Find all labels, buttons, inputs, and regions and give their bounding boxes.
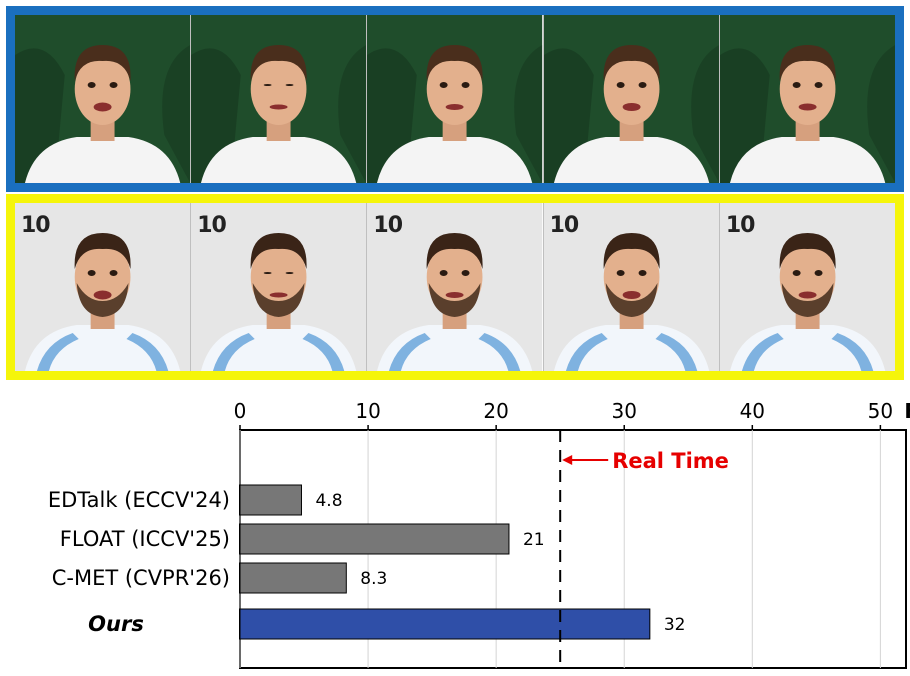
x-tick-label: 10 [355, 399, 380, 423]
bar [239, 608, 651, 640]
portrait-image [15, 15, 191, 183]
x-tick-label: 50 [868, 399, 893, 423]
portrait-image [719, 203, 895, 371]
bottom-strip-frame: 10 [719, 203, 895, 371]
bottom-strip-frame: 10 [367, 203, 544, 371]
top-strip-frame [719, 15, 895, 183]
category-label: Ours [88, 612, 144, 636]
x-axis-label: FPS [904, 399, 910, 423]
bottom-strip-frame: 10 [15, 203, 192, 371]
top-frame-strip [6, 6, 904, 192]
bottom-frame-strip: 10 10 10 10 10 [6, 194, 904, 380]
portrait-image [367, 203, 543, 371]
top-strip-frame [15, 15, 192, 183]
jersey-number: 10 [725, 213, 756, 238]
portrait-image [15, 203, 191, 371]
portrait-image [543, 15, 719, 183]
portrait-image [719, 15, 895, 183]
category-label: FLOAT (ICCV'25) [60, 527, 230, 551]
category-label: C-MET (CVPR'26) [52, 566, 230, 590]
value-label: 4.8 [315, 491, 342, 511]
arrow-head-icon [562, 455, 573, 465]
x-tick-label: 0 [234, 399, 247, 423]
x-tick-label: 20 [483, 399, 508, 423]
bar [239, 523, 510, 555]
bar [239, 562, 347, 594]
fps-bar-chart: 0 10 20 30 40 50 FPS EDTalk (ECCV'24) 4.8 FLOAT (… [48, 399, 910, 669]
bottom-strip-frame: 10 [543, 203, 720, 371]
x-tick-label: 30 [612, 399, 637, 423]
portrait-image [367, 15, 543, 183]
value-label: 8.3 [360, 569, 387, 589]
x-tick-label: 40 [740, 399, 765, 423]
jersey-number: 10 [197, 213, 227, 238]
jersey-number: 10 [373, 213, 403, 238]
category-label: EDTalk (ECCV'24) [48, 488, 230, 512]
top-strip-frame [543, 15, 720, 183]
top-strip-frame [191, 15, 368, 183]
real-time-label: Real Time [612, 449, 729, 473]
jersey-number: 10 [549, 213, 580, 238]
bottom-strip-frame: 10 [191, 203, 368, 371]
value-label: 32 [664, 615, 686, 635]
top-strip-frame [367, 15, 544, 183]
portrait-image [543, 203, 719, 371]
portrait-image [191, 15, 367, 183]
portrait-image [191, 203, 367, 371]
jersey-number: 10 [21, 213, 51, 238]
value-label: 21 [523, 530, 545, 550]
bar [239, 484, 302, 516]
